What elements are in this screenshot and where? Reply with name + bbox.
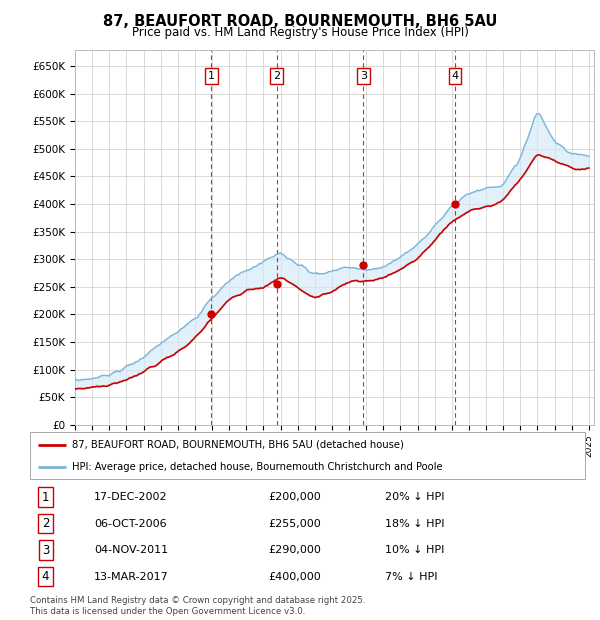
- Text: 87, BEAUFORT ROAD, BOURNEMOUTH, BH6 5AU: 87, BEAUFORT ROAD, BOURNEMOUTH, BH6 5AU: [103, 14, 497, 29]
- Text: £255,000: £255,000: [269, 519, 322, 529]
- Text: £400,000: £400,000: [269, 572, 322, 582]
- Text: Contains HM Land Registry data © Crown copyright and database right 2025.
This d: Contains HM Land Registry data © Crown c…: [30, 596, 365, 616]
- Text: 4: 4: [42, 570, 49, 583]
- Text: 1: 1: [42, 490, 49, 503]
- Text: HPI: Average price, detached house, Bournemouth Christchurch and Poole: HPI: Average price, detached house, Bour…: [71, 462, 442, 472]
- Text: £290,000: £290,000: [269, 545, 322, 555]
- Text: 20% ↓ HPI: 20% ↓ HPI: [385, 492, 445, 502]
- Text: 2: 2: [42, 517, 49, 530]
- Text: 10% ↓ HPI: 10% ↓ HPI: [385, 545, 445, 555]
- Text: 3: 3: [360, 71, 367, 81]
- Text: 13-MAR-2017: 13-MAR-2017: [94, 572, 169, 582]
- Text: 04-NOV-2011: 04-NOV-2011: [94, 545, 168, 555]
- Text: 4: 4: [452, 71, 458, 81]
- Text: 2: 2: [273, 71, 280, 81]
- Text: 3: 3: [42, 544, 49, 557]
- Text: 87, BEAUFORT ROAD, BOURNEMOUTH, BH6 5AU (detached house): 87, BEAUFORT ROAD, BOURNEMOUTH, BH6 5AU …: [71, 440, 404, 450]
- Text: Price paid vs. HM Land Registry's House Price Index (HPI): Price paid vs. HM Land Registry's House …: [131, 26, 469, 39]
- Text: 1: 1: [208, 71, 215, 81]
- Text: 7% ↓ HPI: 7% ↓ HPI: [385, 572, 438, 582]
- Text: 18% ↓ HPI: 18% ↓ HPI: [385, 519, 445, 529]
- Text: £200,000: £200,000: [269, 492, 322, 502]
- Text: 06-OCT-2006: 06-OCT-2006: [94, 519, 166, 529]
- Text: 17-DEC-2002: 17-DEC-2002: [94, 492, 167, 502]
